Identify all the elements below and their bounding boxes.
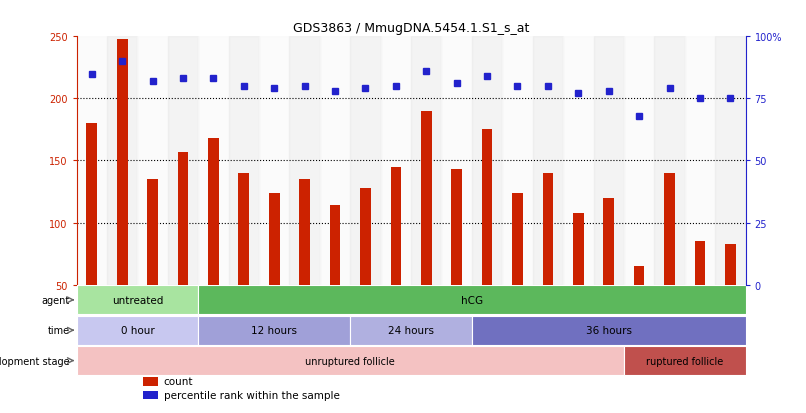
Bar [208, 139, 218, 285]
Bar [391, 167, 401, 285]
Bar [107, 37, 137, 285]
Bar [604, 198, 614, 285]
Bar [330, 206, 340, 285]
Bar [168, 37, 198, 285]
Bar [725, 244, 736, 285]
Bar [198, 37, 229, 285]
Bar [320, 37, 351, 285]
Bar [624, 346, 746, 375]
Bar [77, 346, 624, 375]
Bar [715, 37, 746, 285]
Bar [299, 180, 310, 285]
Bar [198, 285, 746, 315]
Bar [143, 391, 158, 399]
Text: ruptured follicle: ruptured follicle [646, 356, 723, 366]
Bar [198, 316, 351, 345]
Bar [147, 180, 158, 285]
Bar [533, 37, 563, 285]
Bar [451, 170, 462, 285]
Text: unruptured follicle: unruptured follicle [305, 356, 395, 366]
Bar [502, 37, 533, 285]
Text: agent: agent [42, 295, 70, 305]
Bar [664, 173, 675, 285]
Bar [563, 37, 593, 285]
Bar [77, 316, 198, 345]
Bar [624, 37, 654, 285]
Bar [269, 193, 280, 285]
Bar [77, 285, 198, 315]
Text: 0 hour: 0 hour [121, 325, 154, 335]
Bar [685, 37, 715, 285]
Text: untreated: untreated [112, 295, 163, 305]
Bar [380, 37, 411, 285]
Bar [472, 37, 502, 285]
Text: count: count [164, 377, 193, 387]
Bar [239, 173, 249, 285]
Bar [472, 316, 746, 345]
Bar [259, 37, 289, 285]
Bar [421, 112, 431, 285]
Bar [695, 242, 705, 285]
Text: 24 hours: 24 hours [388, 325, 434, 335]
Bar [411, 37, 442, 285]
Bar [482, 130, 492, 285]
Bar [654, 37, 685, 285]
Bar [77, 37, 107, 285]
Text: 12 hours: 12 hours [251, 325, 297, 335]
Bar [542, 173, 553, 285]
Text: percentile rank within the sample: percentile rank within the sample [164, 390, 339, 400]
Text: hCG: hCG [461, 295, 483, 305]
Bar [442, 37, 472, 285]
Text: time: time [48, 325, 70, 335]
Bar [177, 152, 189, 285]
Bar [351, 316, 472, 345]
Title: GDS3863 / MmugDNA.5454.1.S1_s_at: GDS3863 / MmugDNA.5454.1.S1_s_at [293, 21, 530, 35]
Bar [634, 266, 645, 285]
Bar [137, 37, 168, 285]
Bar [229, 37, 259, 285]
Bar [143, 377, 158, 386]
Bar [593, 37, 624, 285]
Bar [573, 213, 584, 285]
Bar [289, 37, 320, 285]
Text: 36 hours: 36 hours [586, 325, 632, 335]
Bar [86, 124, 97, 285]
Bar [360, 188, 371, 285]
Bar [117, 40, 127, 285]
Bar [512, 193, 523, 285]
Text: development stage: development stage [0, 356, 70, 366]
Bar [351, 37, 380, 285]
